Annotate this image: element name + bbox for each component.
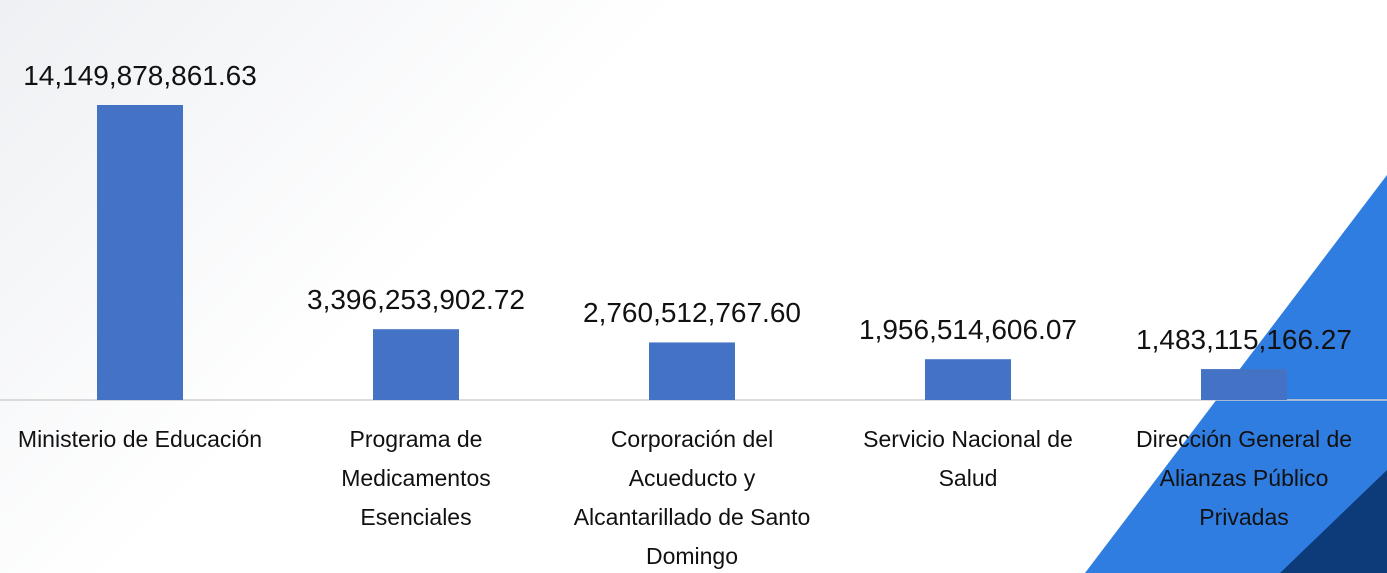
bar	[97, 105, 183, 400]
bar	[925, 359, 1011, 400]
data-label: 2,760,512,767.60	[583, 297, 801, 329]
data-label: 1,956,514,606.07	[859, 314, 1077, 346]
x-tick-label: Programa de Medicamentos Esenciales	[341, 426, 491, 530]
decor-corner	[1280, 470, 1387, 573]
x-tick-label: Corporación del Acueducto y Alcantarilla…	[573, 426, 811, 569]
bar	[373, 329, 459, 400]
data-label: 1,483,115,166.27	[1136, 324, 1352, 356]
x-tick-label: Dirección General de Alianzas Público Pr…	[1135, 426, 1353, 530]
bar	[1201, 369, 1287, 400]
data-label: 3,396,253,902.72	[307, 284, 525, 316]
x-tick-label: Ministerio de Educación	[17, 426, 263, 452]
x-tick-label: Servicio Nacional de Salud	[863, 426, 1073, 491]
bar	[649, 342, 735, 400]
data-label: 14,149,878,861.63	[23, 60, 257, 91]
